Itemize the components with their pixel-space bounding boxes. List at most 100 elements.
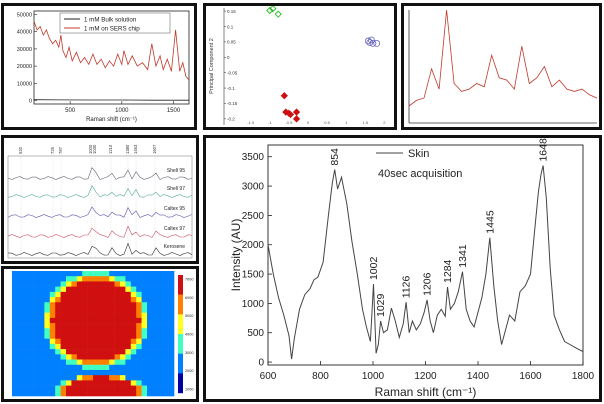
sers-comparison-chart: 0 10000 20000 30000 40000 50000 500 1000 1500 Ram… [17,10,190,123]
heatmap-cell [120,349,126,355]
heatmap-cell [28,369,34,376]
heatmap-cell [120,323,126,329]
heatmap-cell [66,390,72,397]
heatmap-cell [114,333,121,340]
heatmap-cell [141,317,148,324]
heatmap-cell [103,385,110,392]
peak-label: 1029 [375,293,387,317]
heatmap-cell [141,380,148,386]
heatmap-cell [93,286,99,293]
y-tick-label: 1000 [242,299,265,310]
heatmap-cell [147,375,153,381]
heatmap-cell [109,354,115,360]
heatmap-cell [168,297,175,303]
heatmap-cell [60,291,67,298]
heatmap-cell [168,375,175,381]
heatmap-cell [44,349,51,355]
heatmap-cell [130,359,137,366]
heatmap-cell [76,297,83,303]
heatmap-cell [152,302,159,308]
heatmap-cell [152,354,159,360]
heatmap-cell [87,380,94,386]
heatmap-cell [28,276,34,282]
y-tick-label: 0 [258,358,264,369]
heatmap-cell [28,390,34,397]
heatmap-cell [125,328,132,334]
heatmap-cell [114,302,121,308]
heatmap-cell [39,380,45,386]
heatmap-cell [12,354,18,360]
heatmap-cell [39,349,45,355]
heatmap-cell [66,271,72,277]
heatmap-cell [109,343,115,350]
heatmap-cell [152,390,159,397]
y-tick-label: 40000 [17,30,32,36]
series-line-1 [7,185,193,198]
heatmap-cell [87,390,94,397]
heatmap-cell [93,390,99,397]
heatmap-cell [12,281,18,287]
heatmap-cell [98,307,105,313]
scatter-point [286,110,295,119]
heatmap-cell [114,286,121,293]
heatmap-cell [157,364,164,371]
colorbar-label: 3000 [185,351,193,355]
heatmap-cell [33,312,40,319]
heatmap-cell [152,286,159,293]
heatmap-cell [49,354,56,360]
x-axis-label: Raman shift (cm⁻¹) [86,117,137,123]
heatmap-cell [33,307,40,313]
heatmap-cell [17,328,24,334]
heatmap-cell [49,291,56,298]
heatmap-cell [130,307,137,313]
heatmap-cell [93,297,99,303]
heatmap-cell [76,307,83,313]
heatmap-cell [152,369,159,376]
heatmap-cell [39,291,45,298]
heatmap-cell [22,276,29,282]
heatmap-cell [130,297,137,303]
heatmap-cell [130,354,137,360]
heatmap-cell [49,271,56,277]
heatmap-cell [55,317,61,324]
heatmap-cell [28,354,34,360]
series-label: Caltex 95 [164,206,185,212]
heatmap-cell [71,354,78,360]
heatmap-cell [49,281,56,287]
heatmap-cell [71,359,78,366]
heatmap-cell [141,276,148,282]
heatmap-cell [87,276,94,282]
heatmap-cell [98,359,105,366]
heatmap-cell [130,328,137,334]
heatmap-cell [120,390,126,397]
heatmap-cell [109,364,115,371]
y-tick-label: 0 [227,55,230,60]
heatmap-cell [130,281,137,287]
heatmap-cell [147,328,153,334]
y-tick-label: 50000 [17,12,32,18]
heatmap-cell [71,375,78,381]
heatmap-cell [17,276,24,282]
heatmap-cell [71,343,78,350]
heatmap-cell [141,312,148,319]
heatmap-cell [163,380,169,386]
heatmap-cell [17,338,24,345]
heatmap-cell [82,375,88,381]
heatmap-cell [76,323,83,329]
heatmap-cell [147,338,153,345]
heatmap-cell [49,375,56,381]
x-tick-label: 1 [345,120,348,125]
heatmap-cell [76,343,83,350]
heatmap-cell [44,286,51,293]
x-tick-label: 1400 [467,371,490,382]
heatmap-cell [55,375,61,381]
panel-raman-map: 7000 6000 5000 4000 3000 2000 1000 [1,266,199,402]
heatmap-cell [114,291,121,298]
heatmap-cell [17,364,24,371]
heatmap-cell [141,297,148,303]
heatmap-cell [33,302,40,308]
heatmap-cell [60,385,67,392]
heatmap-cell [125,390,132,397]
heatmap-cell [66,343,72,350]
heatmap-cell [82,291,88,298]
